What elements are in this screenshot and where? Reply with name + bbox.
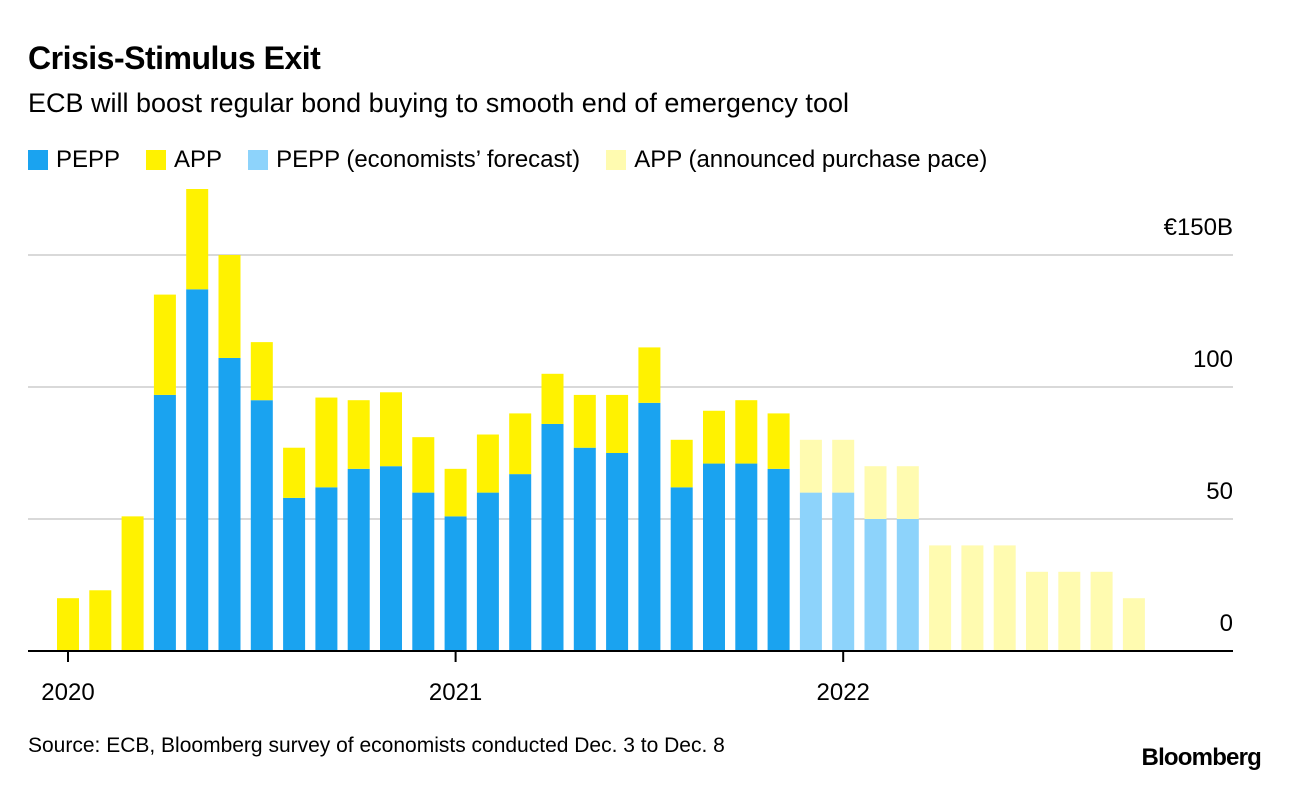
legend-label-app: APP bbox=[174, 146, 223, 173]
bar-app-15 bbox=[541, 373, 564, 424]
legend-swatch-app-announced bbox=[606, 150, 627, 170]
bar-app-5 bbox=[218, 255, 241, 358]
source-note: Source: ECB, Bloomberg survey of economi… bbox=[28, 734, 725, 757]
legend-item-pepp: PEPP bbox=[28, 146, 120, 174]
legend-item-pepp-forecast: PEPP (economists’ forecast) bbox=[248, 146, 580, 174]
y-tick-label: €150B bbox=[1164, 214, 1233, 241]
bar-app-10 bbox=[380, 392, 402, 467]
y-tick-label: 100 bbox=[1193, 346, 1233, 373]
bar-app-19 bbox=[670, 439, 693, 488]
bar-app-0 bbox=[57, 598, 79, 651]
legend-item-app-announced: APP (announced purchase pace) bbox=[606, 146, 987, 174]
bar-pepp-21 bbox=[735, 463, 758, 651]
bar-app-announced-purchase-pace-33 bbox=[1122, 598, 1145, 651]
bar-app-announced-purchase-pace-24 bbox=[832, 439, 855, 493]
bar-pepp-19 bbox=[670, 487, 693, 651]
legend-swatch-pepp-forecast bbox=[248, 150, 269, 170]
bar-pepp-14 bbox=[509, 474, 532, 651]
bar-app-9 bbox=[347, 400, 370, 469]
y-tick-label: 50 bbox=[1206, 478, 1233, 505]
bar-app-announced-purchase-pace-32 bbox=[1090, 571, 1113, 651]
bar-app-announced-purchase-pace-23 bbox=[799, 439, 822, 493]
legend-swatch-app bbox=[146, 150, 167, 170]
bar-app-20 bbox=[703, 410, 725, 464]
bar-app-18 bbox=[638, 347, 661, 403]
bar-app-16 bbox=[573, 394, 596, 448]
bar-pepp-17 bbox=[606, 453, 629, 651]
bar-pepp-3 bbox=[153, 394, 176, 651]
bar-pepp-economists-forecast-26 bbox=[896, 519, 919, 651]
bar-app-17 bbox=[606, 394, 629, 453]
x-tick-label: 2021 bbox=[429, 679, 482, 706]
bar-app-14 bbox=[509, 413, 532, 475]
bar-pepp-16 bbox=[573, 447, 596, 651]
bar-app-11 bbox=[412, 437, 435, 493]
bar-app-announced-purchase-pace-31 bbox=[1058, 571, 1081, 651]
bar-pepp-economists-forecast-24 bbox=[832, 492, 855, 651]
bar-pepp-11 bbox=[412, 492, 435, 651]
bar-app-22 bbox=[767, 413, 790, 469]
bar-app-announced-purchase-pace-26 bbox=[896, 466, 919, 519]
bar-app-13 bbox=[476, 434, 499, 493]
legend-label-pepp: PEPP bbox=[56, 146, 121, 173]
bar-app-4 bbox=[186, 189, 209, 290]
bar-pepp-4 bbox=[186, 289, 209, 651]
bar-app-announced-purchase-pace-27 bbox=[929, 545, 952, 651]
bar-app-announced-purchase-pace-30 bbox=[1026, 571, 1048, 651]
bar-pepp-18 bbox=[638, 402, 661, 651]
bar-app-12 bbox=[444, 468, 467, 517]
x-tick-label: 2020 bbox=[41, 679, 94, 706]
bar-app-8 bbox=[315, 397, 338, 488]
bar-app-6 bbox=[250, 342, 273, 401]
legend-label-app-announced: APP (announced purchase pace) bbox=[634, 146, 988, 173]
bar-app-7 bbox=[283, 447, 306, 498]
legend: PEPP APP PEPP (economists’ forecast) APP… bbox=[28, 146, 1013, 174]
bar-app-announced-purchase-pace-25 bbox=[864, 466, 887, 519]
bar-pepp-22 bbox=[767, 468, 790, 651]
bar-pepp-9 bbox=[347, 468, 370, 651]
bar-pepp-10 bbox=[380, 466, 402, 651]
bar-pepp-12 bbox=[444, 516, 467, 651]
bar-pepp-economists-forecast-25 bbox=[864, 519, 887, 651]
bar-pepp-8 bbox=[315, 487, 338, 651]
bar-app-2 bbox=[121, 516, 144, 651]
legend-label-pepp-forecast: PEPP (economists’ forecast) bbox=[276, 146, 581, 173]
bar-pepp-economists-forecast-23 bbox=[799, 492, 822, 651]
bar-pepp-6 bbox=[250, 400, 273, 651]
legend-swatch-pepp bbox=[28, 150, 48, 170]
chart-subtitle: ECB will boost regular bond buying to sm… bbox=[28, 88, 849, 118]
bar-pepp-20 bbox=[703, 463, 725, 651]
bar-pepp-15 bbox=[541, 423, 564, 651]
bar-app-21 bbox=[735, 400, 758, 464]
bar-app-announced-purchase-pace-29 bbox=[993, 545, 1016, 651]
bar-app-1 bbox=[89, 590, 112, 651]
chart-title: Crisis-Stimulus Exit bbox=[28, 40, 321, 76]
x-tick-label: 2022 bbox=[817, 679, 870, 706]
bar-pepp-5 bbox=[218, 357, 241, 651]
y-tick-label: 0 bbox=[1220, 610, 1233, 637]
bar-pepp-7 bbox=[283, 497, 306, 651]
legend-item-app: APP bbox=[146, 146, 222, 174]
bar-pepp-13 bbox=[476, 492, 499, 651]
bar-app-announced-purchase-pace-28 bbox=[961, 545, 984, 651]
brand-logo: Bloomberg bbox=[1141, 744, 1262, 771]
bar-app-3 bbox=[153, 294, 176, 395]
